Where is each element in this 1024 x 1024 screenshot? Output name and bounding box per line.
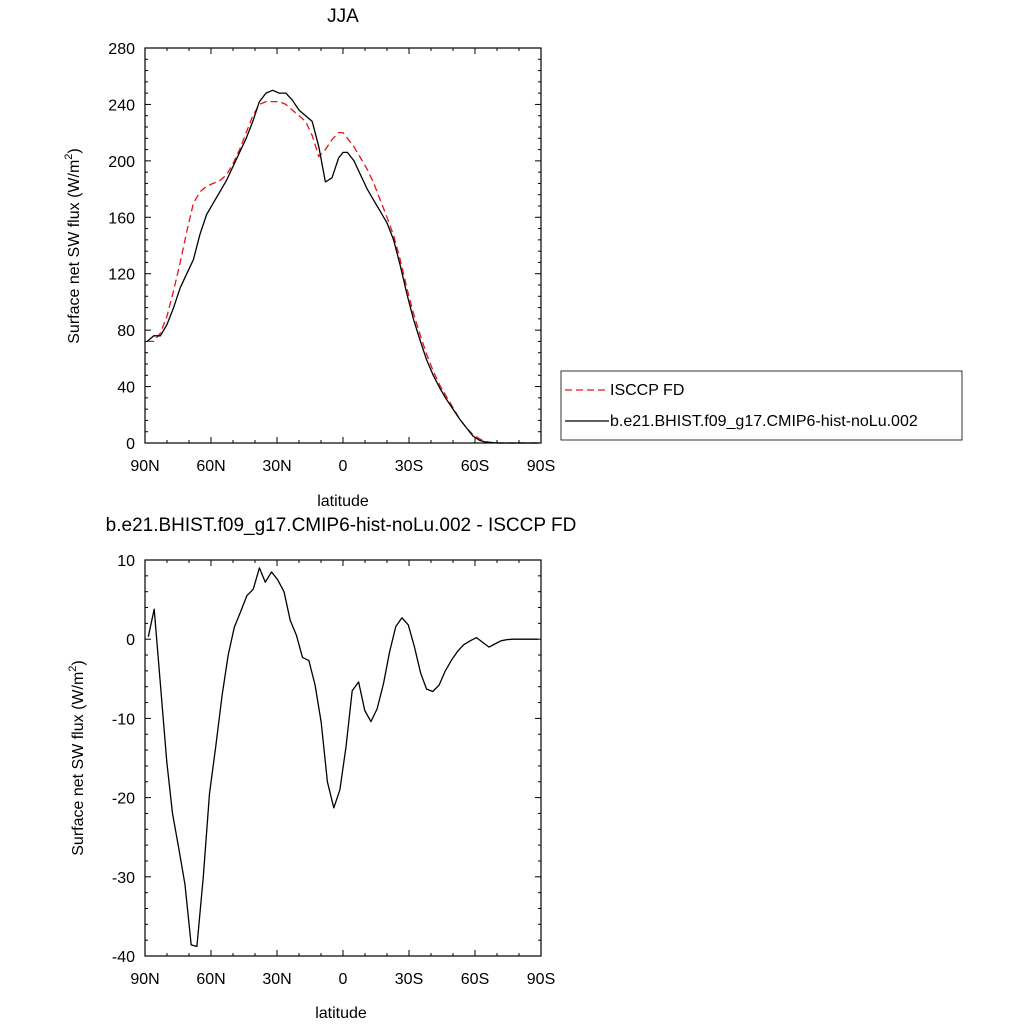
top-y-axis-label-main: Surface net SW flux (W/m xyxy=(66,160,83,344)
bottom-y-tick-label: 0 xyxy=(126,632,135,649)
top-y-tick-label: 280 xyxy=(108,41,135,58)
bottom-y-axis-label-sup: 2 xyxy=(67,666,79,672)
bottom-x-tick-label: 60S xyxy=(461,971,489,988)
bottom-y-tick-label: -10 xyxy=(112,711,135,728)
top-y-tick-label: 200 xyxy=(108,154,135,171)
top-y-tick-label: 240 xyxy=(108,97,135,114)
bottom-y-tick-label: -30 xyxy=(112,870,135,887)
legend: ISCCP FD b.e21.BHIST.f09_g17.CMIP6-hist-… xyxy=(560,370,963,441)
top-x-tick-label: 90S xyxy=(527,458,555,475)
legend-label-isccp: ISCCP FD xyxy=(610,382,684,399)
top-series-line-1 xyxy=(146,89,539,444)
top-plot: JJA 90N 60N 30N 0 30S 60S 90S 0 40 80 120 160 200 240… xyxy=(63,6,963,510)
top-plot-lines xyxy=(146,89,539,444)
top-series-line-0 xyxy=(147,100,539,444)
legend-box xyxy=(560,370,963,441)
top-plot-frame xyxy=(144,47,542,444)
top-x-tick-label: 30S xyxy=(395,458,423,475)
top-x-tick-label: 60N xyxy=(196,458,225,475)
top-y-tick-label: 160 xyxy=(108,210,135,227)
top-plot-ticks: 90N 60N 30N 0 30S 60S 90S 0 40 80 120 160 200 240 280 xyxy=(108,41,555,475)
bottom-plot-ticks: 90N 60N 30N 0 30S 60S 90S -40 -30 -20 -10 0 10 xyxy=(112,553,555,988)
bottom-x-tick-label: 90S xyxy=(527,971,555,988)
bottom-x-tick-label: 90N xyxy=(130,971,159,988)
top-y-axis-label: Surface net SW flux (W/m2) xyxy=(63,148,83,344)
top-y-tick-label: 80 xyxy=(117,323,135,340)
top-x-tick-label: 30N xyxy=(262,458,291,475)
bottom-y-tick-label: 10 xyxy=(117,553,135,570)
top-plot-title: JJA xyxy=(327,6,359,27)
bottom-x-tick-label: 30S xyxy=(395,971,423,988)
bottom-x-axis-label: latitude xyxy=(315,1005,367,1022)
top-y-axis-label-sup: 2 xyxy=(63,154,75,160)
bottom-series-line-0 xyxy=(147,567,538,948)
top-y-tick-label: 0 xyxy=(126,436,135,453)
bottom-y-tick-label: -40 xyxy=(112,949,135,966)
bottom-plot-title: b.e21.BHIST.f09_g17.CMIP6-hist-noLu.002 … xyxy=(106,515,577,536)
bottom-y-tick-label: -20 xyxy=(112,791,135,808)
bottom-y-axis-label: Surface net SW flux (W/m2) xyxy=(67,660,87,856)
bottom-plot: b.e21.BHIST.f09_g17.CMIP6-hist-noLu.002 … xyxy=(67,515,576,1022)
top-x-tick-label: 60S xyxy=(461,458,489,475)
bottom-y-axis-label-tail: ) xyxy=(70,660,87,665)
bottom-plot-lines xyxy=(147,567,538,948)
top-x-tick-label: 0 xyxy=(339,458,348,475)
top-y-axis-label-tail: ) xyxy=(66,148,83,153)
top-y-tick-label: 120 xyxy=(108,267,135,284)
bottom-y-axis-label-main: Surface net SW flux (W/m xyxy=(70,672,87,856)
top-y-tick-label: 40 xyxy=(117,380,135,397)
bottom-x-tick-label: 0 xyxy=(339,971,348,988)
legend-label-model: b.e21.BHIST.f09_g17.CMIP6-hist-noLu.002 xyxy=(610,413,918,430)
bottom-x-tick-label: 60N xyxy=(196,971,225,988)
top-x-axis-label: latitude xyxy=(317,493,369,510)
top-x-tick-label: 90N xyxy=(130,458,159,475)
bottom-x-tick-label: 30N xyxy=(262,971,291,988)
bottom-plot-frame xyxy=(144,559,542,957)
